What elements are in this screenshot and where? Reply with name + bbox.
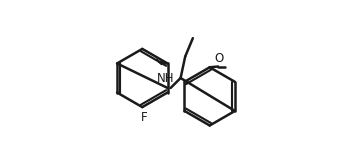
Text: O: O xyxy=(214,52,224,65)
Text: F: F xyxy=(140,111,147,124)
Text: NH: NH xyxy=(157,72,175,85)
